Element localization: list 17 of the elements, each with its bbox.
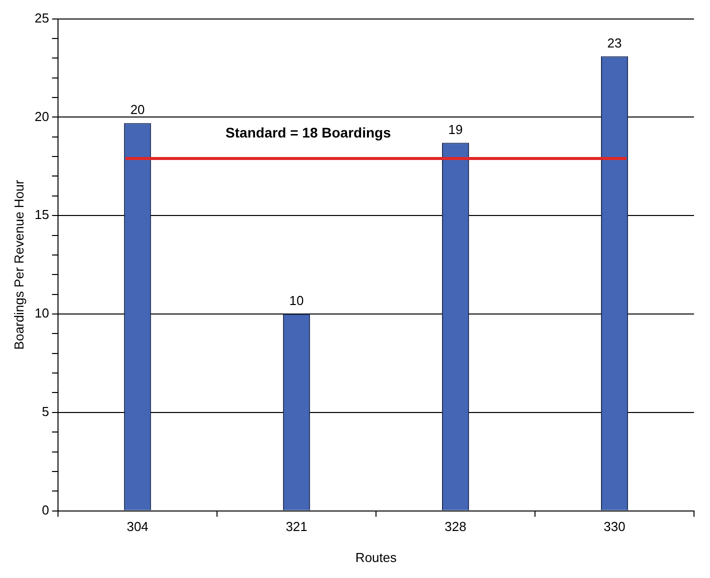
y-tick-label: 0 <box>42 502 50 518</box>
x-tick-label: 321 <box>286 519 308 534</box>
x-tick-label: 304 <box>126 519 148 534</box>
data-label: 10 <box>289 293 304 308</box>
x-tick-label: 330 <box>604 519 626 534</box>
x-tick-label: 328 <box>444 519 466 534</box>
data-label: 19 <box>448 122 463 137</box>
data-label: 23 <box>607 35 622 50</box>
x-axis-title: Routes <box>355 550 398 565</box>
y-tick-label: 25 <box>34 10 50 26</box>
y-tick-label: 15 <box>34 207 50 222</box>
y-tick-label: 10 <box>34 306 50 321</box>
y-tick-label: 5 <box>42 404 50 419</box>
y-tick-label: 20 <box>34 108 50 124</box>
ref-line-label: Standard = 18 Boardings <box>226 124 392 140</box>
data-label: 20 <box>130 102 145 118</box>
y-axis-title: Boardings Per Revenue Hour <box>11 179 26 350</box>
